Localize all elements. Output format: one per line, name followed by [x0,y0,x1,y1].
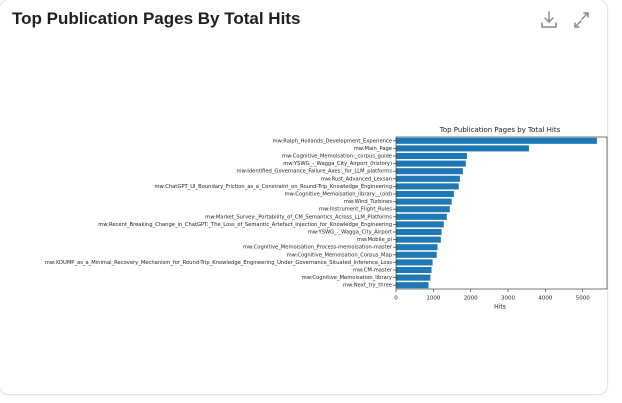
bar [396,266,432,274]
y-tick-label: mw:CM-master [353,268,393,274]
y-tick-label: mw:XDUMP_as_a_Minimal_Recovery_Mechanism… [45,260,393,266]
bar [396,228,442,236]
y-tick-label: mw:Cognitive_Memoisation_Process-memoisa… [243,245,393,251]
x-tick-label: 4000 [538,296,552,302]
bar [396,168,463,175]
chart-title: Top Publication Pages by Total Hits [439,126,561,134]
chart-card: Top Publication Pages By Total Hits [0,0,608,395]
card-title: Top Publication Pages By Total Hits [12,9,301,28]
y-tick-label: mw:Mobile_pi [357,237,392,243]
y-tick-label: mw:Main_Page [354,146,392,152]
x-tick-label: 5000 [576,296,590,302]
y-tick-label: mw:Identified_Governance_Failure_Axes:_f… [237,169,393,175]
bar [396,244,438,251]
bar [396,198,452,205]
plot-frame [395,136,608,290]
x-axis-label: Hits [494,304,506,311]
expand-button[interactable] [574,12,589,28]
download-button[interactable] [541,11,557,28]
bar [396,274,431,281]
y-tick-label: mw:Cognitive_Memoisation:_corpus_guide [282,154,392,160]
bar [396,137,597,144]
x-tick-label: 3000 [501,296,515,302]
download-icon [541,11,557,28]
bar [396,145,529,152]
y-tick-label: mw:YSWG_-_Wagga_City_Airport [308,230,392,236]
x-tick-label: 1000 [426,296,440,302]
y-tick-label: mw:Cognitive_Memoisation_Corpus_Map [287,252,393,258]
bar [396,175,460,182]
expand-icon [574,12,589,28]
y-tick-label: mw:Next_try_three [343,283,392,289]
bar [396,221,444,228]
bar [396,251,437,258]
bar [396,282,429,289]
bar [396,190,454,198]
y-tick-label: mw:ChatGPT_UI_Boundary_Friction_as_a_Con… [154,184,392,190]
y-tick-label: mw:Market_Survey:_Portability_of_CM_Sema… [205,214,392,220]
bar [396,206,450,213]
bar [396,213,447,220]
x-tick-label: 2000 [464,296,478,302]
y-tick-label: mw:YSWG_-_Wagga_City_Airport_(history) [283,161,392,167]
y-tick-label: mw:Cognitive_Memoisation_library__(old) [285,192,393,198]
x-tick-label: 0 [394,296,398,302]
bar [396,183,459,190]
y-tick-label: mw:Rust_Advanced_Lexsan [321,176,392,182]
y-tick-label: mw:Ralph_Hollands_Development_Experience [272,138,392,144]
y-tick-label: mw:Instrument_Flight_Rules [319,207,392,213]
y-tick-label: mw:Recent_Breaking_Change_in_ChatGPT:_Th… [98,222,392,228]
bar [396,259,433,266]
y-tick-label: mw:Cognitive_Memoisation_library [302,275,392,281]
bar [396,236,441,243]
bar [396,152,467,160]
bar [396,160,466,167]
y-tick-label: mw:Wind_Turbines [344,199,392,205]
